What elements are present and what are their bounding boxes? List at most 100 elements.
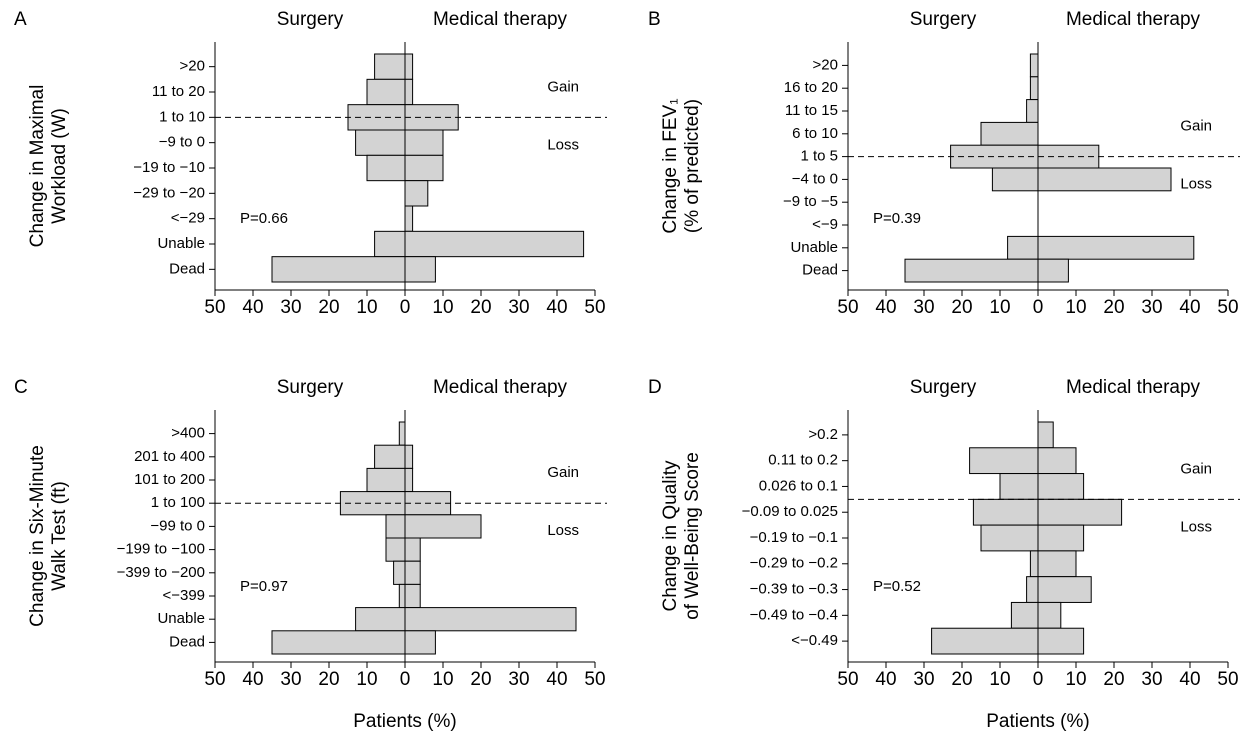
bar — [991, 167, 1039, 192]
x-tick-label: 10 — [1065, 669, 1086, 690]
x-tick-label: 30 — [913, 669, 934, 690]
y-tick-label: 1 to 10 — [159, 108, 205, 125]
series-header: Surgery — [910, 9, 977, 30]
x-tick-label: 50 — [584, 669, 605, 690]
p-value: P=0.39 — [873, 210, 921, 227]
y-tick-label: −0.39 to −0.3 — [750, 581, 838, 598]
y-tick-label: >0.2 — [808, 426, 838, 443]
bar — [404, 630, 436, 655]
y-tick-label: Dead — [169, 633, 205, 650]
y-tick-label: −19 to −10 — [133, 159, 205, 176]
y-tick-label: 11 to 15 — [785, 102, 838, 119]
series-header: Medical therapy — [433, 377, 568, 398]
gain-label: Gain — [1180, 118, 1212, 135]
x-tick-label: 50 — [584, 297, 605, 318]
y-tick-label: −0.19 to −0.1 — [750, 529, 838, 546]
y-axis-title: Change in Six-Minute — [27, 445, 48, 627]
y-axis-title: Change in Quality — [660, 460, 681, 612]
x-tick-label: 0 — [400, 297, 411, 318]
y-tick-label: 101 to 200 — [134, 471, 205, 488]
bar — [404, 129, 444, 156]
x-tick-label: 40 — [1179, 669, 1200, 690]
x-tick-label: 30 — [1141, 669, 1162, 690]
x-tick-label: 30 — [280, 297, 301, 318]
x-tick-label: 20 — [951, 669, 972, 690]
x-tick-label: 30 — [913, 297, 934, 318]
x-tick-label: 20 — [470, 669, 491, 690]
series-header: Medical therapy — [433, 9, 568, 30]
y-tick-label: −29 to −20 — [133, 184, 205, 201]
y-tick-label: −9 to −5 — [783, 193, 838, 210]
y-axis-title: (% of predicted) — [682, 99, 703, 233]
bar — [1029, 550, 1039, 578]
bar — [980, 524, 1039, 552]
bar — [1037, 421, 1054, 449]
x-tick-label: 10 — [1065, 297, 1086, 318]
bar — [355, 607, 406, 632]
bar — [366, 154, 406, 182]
gain-label: Gain — [547, 464, 579, 481]
bar — [404, 583, 421, 609]
y-tick-label: >20 — [813, 56, 838, 73]
x-tick-label: 0 — [1033, 669, 1044, 690]
x-tick-label: 50 — [1217, 669, 1238, 690]
bar — [374, 53, 406, 80]
y-tick-label: 0.026 to 0.1 — [759, 477, 838, 494]
x-tick-label: 20 — [951, 297, 972, 318]
bar — [1037, 576, 1092, 603]
y-tick-label: 0.11 to 0.2 — [768, 452, 838, 469]
bar — [404, 537, 421, 562]
bar — [404, 205, 414, 232]
bar — [398, 583, 406, 609]
bar — [980, 121, 1039, 146]
y-tick-label: Unable — [790, 239, 838, 256]
y-tick-label: Dead — [169, 260, 205, 277]
y-tick-label: 16 to 20 — [784, 79, 838, 96]
loss-label: Loss — [1180, 176, 1212, 193]
bar — [1037, 258, 1069, 283]
bar — [1037, 473, 1085, 500]
bar — [1037, 627, 1085, 655]
bar — [404, 53, 414, 80]
series-header: Surgery — [910, 377, 977, 398]
series-header: Medical therapy — [1066, 377, 1201, 398]
loss-label: Loss — [1180, 518, 1212, 535]
y-tick-label: >400 — [171, 425, 205, 442]
x-tick-label: 40 — [546, 297, 567, 318]
bar — [271, 256, 406, 283]
p-value: P=0.52 — [873, 578, 921, 595]
y-tick-label: <−399 — [162, 587, 205, 604]
bar — [1037, 550, 1077, 578]
bar — [404, 154, 444, 182]
bar — [398, 421, 406, 446]
panel-letter: C — [14, 377, 28, 398]
y-tick-label: 11 to 20 — [152, 83, 205, 100]
x-tick-label: 10 — [432, 669, 453, 690]
y-tick-label: −99 to 0 — [150, 517, 205, 534]
y-axis-title: Walk Test (ft) — [49, 481, 70, 591]
y-tick-label: −0.09 to 0.025 — [742, 503, 838, 520]
y-tick-label: <−9 — [812, 216, 838, 233]
x-tick-label: 40 — [1179, 297, 1200, 318]
x-tick-label: 10 — [356, 669, 377, 690]
series-header: Medical therapy — [1066, 9, 1201, 30]
x-tick-label: 40 — [242, 297, 263, 318]
y-tick-label: Unable — [157, 610, 205, 627]
y-axis-title: Workload (W) — [49, 108, 70, 224]
y-tick-label: 6 to 10 — [792, 125, 838, 142]
loss-label: Loss — [547, 136, 579, 153]
bar — [385, 537, 406, 562]
bar — [1037, 167, 1172, 192]
x-tick-label: 50 — [1217, 297, 1238, 318]
y-tick-label: −0.49 to −0.4 — [750, 606, 838, 623]
bar — [374, 444, 406, 469]
y-tick-label: −4 to 0 — [792, 170, 838, 187]
bar — [1029, 76, 1039, 101]
y-axis-title: Change in FEV₁ — [660, 98, 681, 233]
y-tick-label: −9 to 0 — [159, 134, 205, 151]
bar — [904, 258, 1039, 283]
x-tick-label: 20 — [1103, 297, 1124, 318]
gain-label: Gain — [1180, 460, 1212, 477]
y-tick-label: <−29 — [171, 210, 205, 227]
x-tick-label: 40 — [242, 669, 263, 690]
